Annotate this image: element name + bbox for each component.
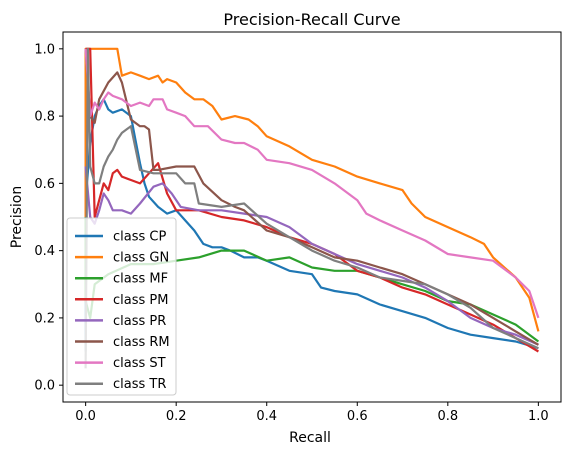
y-tick-label: 0.0: [34, 379, 55, 394]
y-axis-title: Precision: [9, 186, 25, 248]
y-tick-label: 0.8: [34, 110, 55, 125]
series-line-class-gn: [84, 47, 540, 332]
series-line-class-cp: [84, 98, 539, 352]
x-axis-title: Recall: [289, 430, 331, 446]
plot-frame: [62, 31, 562, 403]
legend: class CP class GN class MF class PM class PR…: [66, 217, 177, 396]
legend-box: [66, 217, 177, 396]
legend-label: class TR: [113, 377, 166, 392]
series-line-class-rm: [84, 48, 539, 346]
series-line-class-pr: [84, 166, 539, 346]
x-tick-label: 1.0: [528, 409, 549, 424]
legend-label: class CP: [113, 230, 166, 245]
x-tick-label: 0.8: [437, 409, 458, 424]
series-line-class-st: [84, 48, 540, 319]
legend-label: class ST: [113, 356, 166, 371]
y-tick-label: 0.6: [34, 177, 55, 192]
x-axis: 0.0 0.2 0.4 0.6 0.8 1.0: [75, 402, 549, 424]
legend-label: class MF: [113, 272, 168, 287]
y-tick-label: 0.2: [34, 311, 55, 326]
x-tick-label: 0.2: [166, 409, 187, 424]
y-tick-label: 1.0: [34, 42, 55, 57]
legend-items: class CP class GN class MF class PM class PR…: [75, 230, 170, 392]
series-line-class-tr: [84, 47, 539, 369]
legend-label: class RM: [113, 335, 170, 350]
x-tick-label: 0.4: [256, 409, 277, 424]
y-tick-label: 0.4: [34, 244, 55, 259]
legend-label: class GN: [113, 251, 169, 266]
legend-label: class PM: [113, 293, 168, 308]
x-tick-label: 0.6: [347, 409, 368, 424]
legend-label: class PR: [113, 314, 166, 329]
chart-title: Precision-Recall Curve: [223, 10, 400, 29]
y-axis: 0.0 0.2 0.4 0.6 0.8 1.0: [34, 42, 63, 394]
x-tick-label: 0.0: [75, 409, 96, 424]
